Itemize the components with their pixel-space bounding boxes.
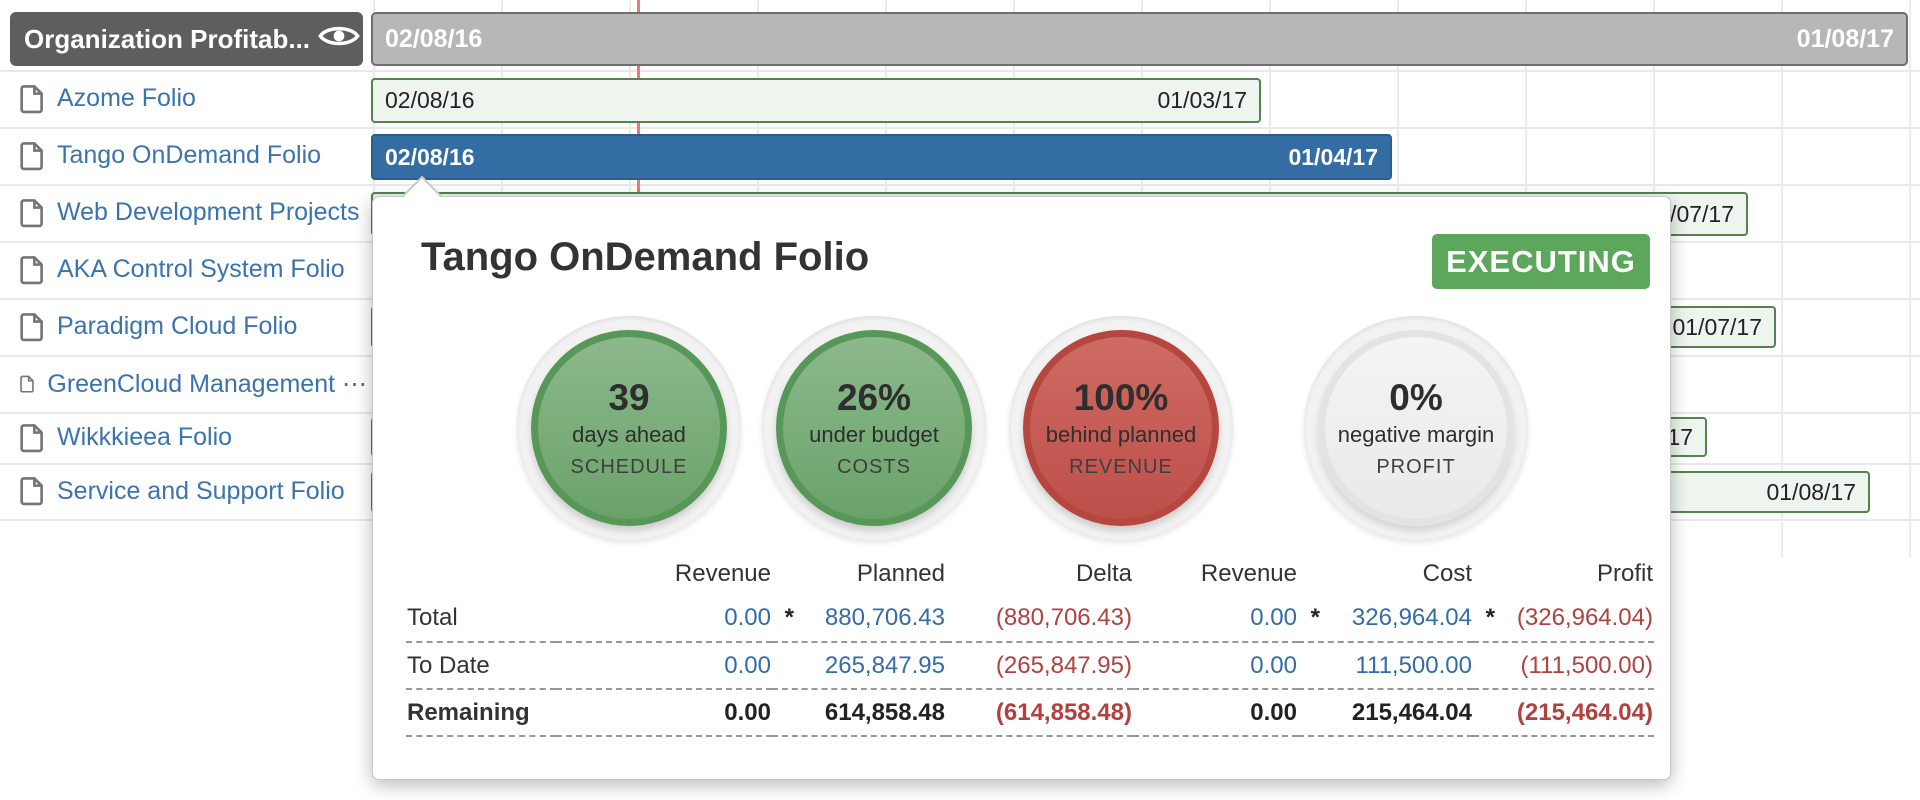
gantt-bar-tango[interactable]: 02/08/16 01/04/17 — [371, 134, 1392, 180]
table-row-todate: To Date 0.00 265,847.95 (265,847.95) 0.0… — [406, 642, 1654, 690]
row-label: Remaining — [406, 689, 556, 737]
sidebar-item-label: GreenCloud Management ⋯ — [47, 369, 367, 398]
gauge-caption: negative margin — [1337, 421, 1495, 447]
table-header-row: Revenue Planned Delta Revenue Cost Profi… — [406, 553, 1654, 595]
gauge-metric: COSTS — [837, 455, 911, 478]
row-divider — [0, 127, 1920, 129]
gauge-value: 100% — [1073, 377, 1169, 419]
col-header-revenue: Revenue — [674, 560, 771, 587]
table-cell[interactable]: 265,847.95 — [772, 642, 946, 690]
bar-end-date: 01/03/17 — [1157, 87, 1247, 113]
table-cell: (614,858.48) — [946, 689, 1133, 737]
table-cell: (880,706.43) — [946, 595, 1133, 643]
timeline-end-date: 01/08/17 — [1796, 24, 1894, 53]
sidebar-item-greencloud[interactable]: GreenCloud Management ⋯ — [0, 355, 367, 412]
sidebar-item-paradigm[interactable]: Paradigm Cloud Folio — [0, 298, 367, 355]
sidebar-item-wikkkieea[interactable]: Wikkkieea Folio — [0, 412, 367, 463]
plan-title: Organization Profitab... — [24, 23, 311, 54]
sidebar-item-label: Azome Folio — [57, 84, 196, 112]
sidebar-item-label: Service and Support Folio — [57, 476, 345, 505]
sidebar-item-label: Web Development Projects — [57, 198, 360, 226]
row-label: To Date — [406, 642, 556, 690]
status-badge: EXECUTING — [1432, 234, 1650, 289]
bar-start-date: 02/08/16 — [385, 87, 475, 113]
gauge-value: 39 — [608, 377, 650, 419]
col-header-planned: Planned — [856, 560, 945, 587]
gauge-caption: under budget — [809, 421, 939, 447]
document-icon — [20, 423, 43, 452]
eye-icon[interactable] — [318, 22, 360, 57]
col-header-revenue2: Revenue — [1200, 560, 1297, 587]
table-cell: 0.00 — [556, 689, 772, 737]
table-corner — [406, 553, 556, 595]
document-icon — [20, 198, 43, 227]
popup-title: Tango OnDemand Folio — [421, 235, 870, 279]
plan-title-header: Organization Profitab... — [10, 12, 363, 66]
table-cell: (265,847.95) — [946, 642, 1133, 690]
document-icon — [20, 375, 34, 393]
gantt-bar-azome[interactable]: 02/08/16 01/03/17 — [371, 78, 1261, 123]
gauge-metric: SCHEDULE — [570, 455, 688, 478]
sidebar-item-label: Tango OnDemand Folio — [57, 141, 322, 169]
timeline-start-date: 02/08/16 — [385, 24, 483, 53]
table-cell: (326,964.04) — [1473, 595, 1654, 643]
table-cell[interactable]: 111,500.00 — [1298, 642, 1473, 690]
table-cell: 215,464.04 — [1298, 689, 1473, 737]
gauge-revenue: 100% behind planned REVENUE — [1009, 316, 1233, 540]
sidebar-item-label: Paradigm Cloud Folio — [57, 312, 298, 340]
table-cell: (215,464.04) — [1473, 689, 1654, 737]
table-cell: 614,858.48 — [772, 689, 946, 737]
table-cell[interactable]: 880,706.43 — [772, 595, 946, 643]
row-divider — [0, 70, 1920, 72]
gauge-metric: REVENUE — [1069, 455, 1173, 478]
table-row-total: Total 0.00 * 880,706.43 (880,706.43) 0.00… — [406, 595, 1654, 643]
bar-end-date: 01/08/17 — [1766, 478, 1856, 505]
gauge-schedule: 39 days ahead SCHEDULE — [517, 316, 741, 540]
document-icon — [20, 141, 43, 170]
folio-detail-popup: Tango OnDemand Folio EXECUTING 39 days a… — [372, 175, 1671, 780]
row-label: Total — [406, 595, 556, 643]
table-row-remaining: Remaining 0.00 614,858.48 (614,858.48) 0… — [406, 689, 1654, 737]
table-cell[interactable]: 326,964.04 * — [1298, 595, 1495, 643]
sidebar-item-tango[interactable]: Tango OnDemand Folio — [0, 127, 367, 184]
document-icon — [20, 255, 43, 284]
bar-start-date: 02/08/16 — [385, 143, 475, 170]
col-header-profit: Profit — [1596, 560, 1653, 587]
gauge-profit: 0% negative margin PROFIT — [1304, 316, 1528, 540]
bar-end-date: 17 — [1667, 423, 1693, 450]
gauge-caption: days ahead — [572, 421, 686, 447]
document-icon — [20, 477, 43, 506]
gauge-caption: behind planned — [1045, 421, 1197, 447]
sidebar-item-label: AKA Control System Folio — [57, 255, 345, 283]
sidebar-item-webdev[interactable]: Web Development Projects — [0, 184, 367, 241]
sidebar-item-label: Wikkkieea Folio — [57, 423, 233, 451]
gauge-costs: 26% under budget COSTS — [762, 316, 986, 540]
table-cell: 0.00 — [1133, 689, 1298, 737]
sidebar-item-aka[interactable]: AKA Control System Folio — [0, 241, 367, 298]
document-icon — [20, 312, 43, 341]
table-cell[interactable]: 0.00 * — [556, 595, 794, 643]
popup-caret-mask — [401, 197, 445, 201]
financials-table: Revenue Planned Delta Revenue Cost Profi… — [406, 553, 1654, 737]
gauge-metric: PROFIT — [1376, 455, 1456, 478]
table-cell[interactable]: 0.00 — [556, 642, 772, 690]
col-header-cost: Cost — [1422, 560, 1472, 587]
document-icon — [20, 84, 43, 113]
table-cell: (111,500.00) — [1473, 642, 1654, 690]
sidebar-item-azome[interactable]: Azome Folio — [0, 70, 367, 127]
table-cell[interactable]: 0.00 — [1133, 642, 1298, 690]
gauge-value: 26% — [836, 377, 912, 419]
col-header-delta: Delta — [1075, 560, 1132, 587]
timeline-summary-bar[interactable]: 02/08/16 01/08/17 — [371, 12, 1908, 66]
table-cell[interactable]: 0.00 * — [1133, 595, 1320, 643]
row-divider — [0, 184, 1920, 186]
gauge-value: 0% — [1389, 377, 1443, 419]
bar-end-date: 01/04/17 — [1288, 143, 1378, 170]
bar-end-date: 01/07/17 — [1672, 313, 1762, 340]
sidebar-item-service[interactable]: Service and Support Folio — [0, 463, 367, 519]
